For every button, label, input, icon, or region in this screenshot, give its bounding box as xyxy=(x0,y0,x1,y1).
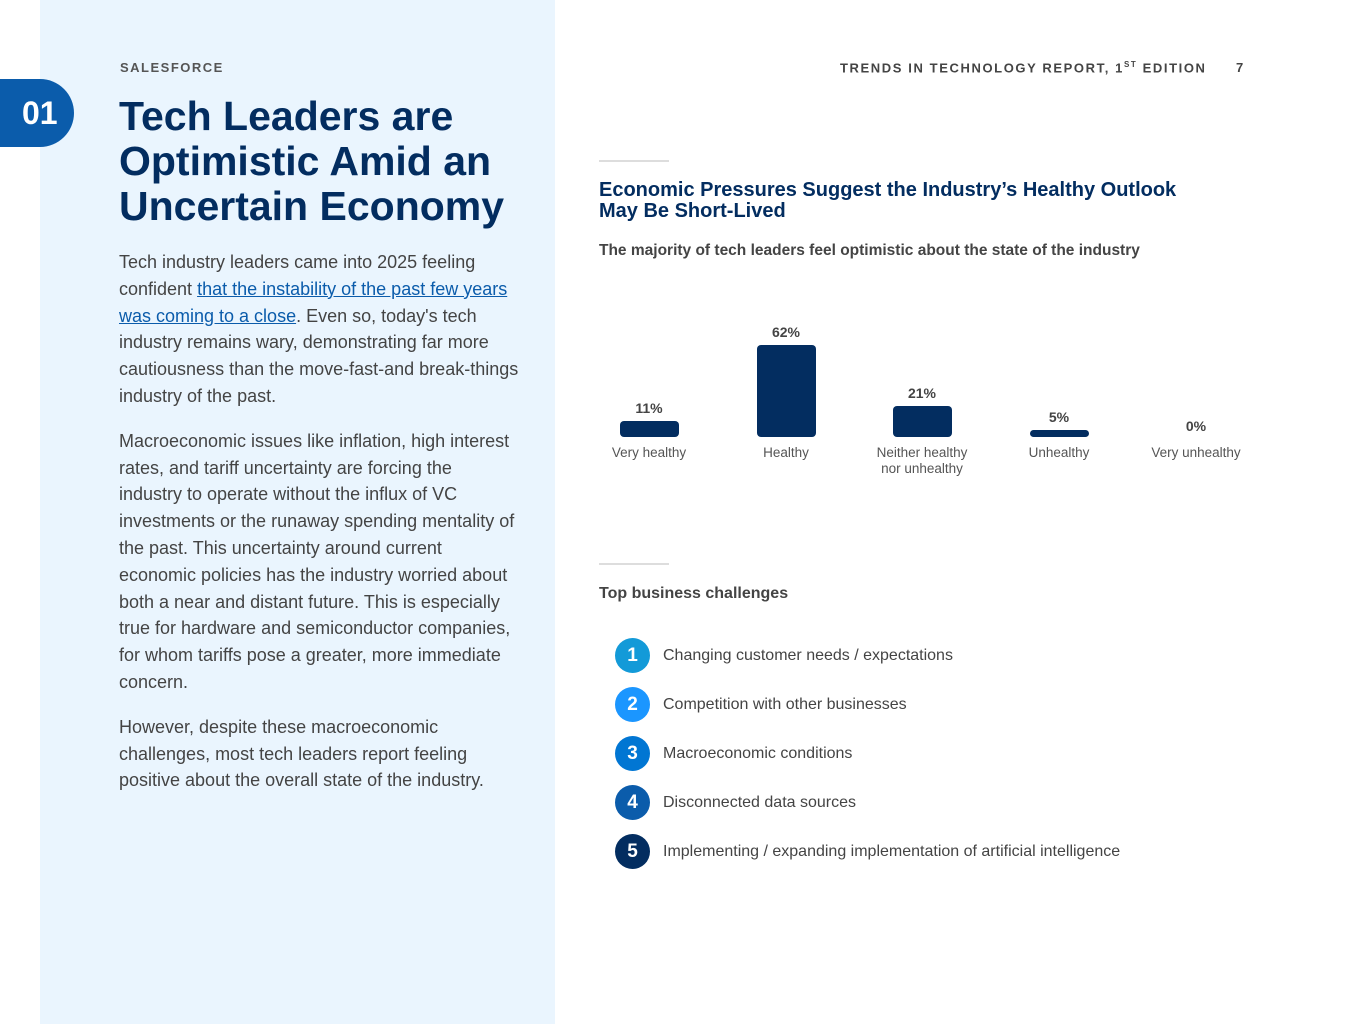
bar-0 xyxy=(619,420,679,437)
report-header: TRENDS IN TECHNOLOGY REPORT, 1ST EDITION xyxy=(840,60,1207,75)
category-label: Unhealthy xyxy=(1028,445,1090,460)
category-label: Very healthy xyxy=(611,445,687,460)
page-number: 7 xyxy=(1236,60,1244,75)
bar-1 xyxy=(756,345,816,437)
data-label: 5% xyxy=(1048,408,1070,425)
report-name: TRENDS IN TECHNOLOGY REPORT, 1 xyxy=(840,60,1124,76)
data-label: 21% xyxy=(907,384,937,401)
challenge-text: Implementing / expanding implementation … xyxy=(663,842,1121,860)
edition-label: EDITION xyxy=(1137,60,1207,76)
bar-2 xyxy=(892,405,952,437)
rank-badge: 3 xyxy=(615,736,650,771)
challenge-text: Competition with other businesses xyxy=(663,695,907,713)
paragraph-3: However, despite these macroeconomic cha… xyxy=(119,716,484,791)
divider xyxy=(599,563,669,565)
rank-badge: 2 xyxy=(615,687,650,722)
challenge-item: 4 Disconnected data sources xyxy=(615,785,856,820)
paragraph-1: Tech industry leaders came into 2025 fee… xyxy=(119,249,519,410)
challenges-title: Top business challenges xyxy=(599,585,789,602)
body-text: Tech industry leaders came into 2025 fee… xyxy=(119,249,519,812)
divider xyxy=(599,160,669,162)
bar-3 xyxy=(1029,429,1089,437)
challenge-text: Changing customer needs / expectations xyxy=(663,646,953,664)
data-label: 62% xyxy=(771,324,801,340)
challenge-text: Macroeconomic conditions xyxy=(663,744,853,762)
challenge-item: 5 Implementing / expanding implementation… xyxy=(615,834,1120,869)
challenge-item: 2 Competition with other businesses xyxy=(615,687,907,722)
category-label: Healthy xyxy=(763,445,809,460)
challenge-item: 1 Changing customer needs / expectations xyxy=(615,638,953,673)
challenge-text: Disconnected data sources xyxy=(663,793,856,811)
data-label: 11% xyxy=(635,399,663,416)
rank-badge: 1 xyxy=(615,638,650,673)
rank-badge: 4 xyxy=(615,785,650,820)
p1-text-b: . Even so, today's tech industry remains… xyxy=(119,305,519,406)
challenge-item: 3 Macroeconomic conditions xyxy=(615,736,852,771)
page-title: Tech Leaders are Optimistic Amid an Unce… xyxy=(119,93,505,229)
brand-label: SALESFORCE xyxy=(120,60,224,75)
chart-title: The majority of tech leaders feel optimi… xyxy=(599,242,1140,259)
section-title: Economic Pressures Suggest the Industry’… xyxy=(599,179,1177,222)
ordinal-suffix: ST xyxy=(1123,60,1138,69)
category-label: Very unhealthy xyxy=(1151,445,1241,460)
left-panel xyxy=(40,0,555,1024)
data-label: 0% xyxy=(1185,418,1207,434)
paragraph-2: Macroeconomic issues like inflation, hig… xyxy=(119,430,515,692)
p1-text-a: Tech industry leaders came into 2025 fee… xyxy=(119,252,476,299)
instability-link[interactable]: that the instability of the past few yea… xyxy=(119,278,508,326)
category-label: Neither healthy nor unhealthy xyxy=(876,445,968,476)
rank-badge: 5 xyxy=(615,834,650,869)
chapter-badge: 01 xyxy=(0,79,74,147)
